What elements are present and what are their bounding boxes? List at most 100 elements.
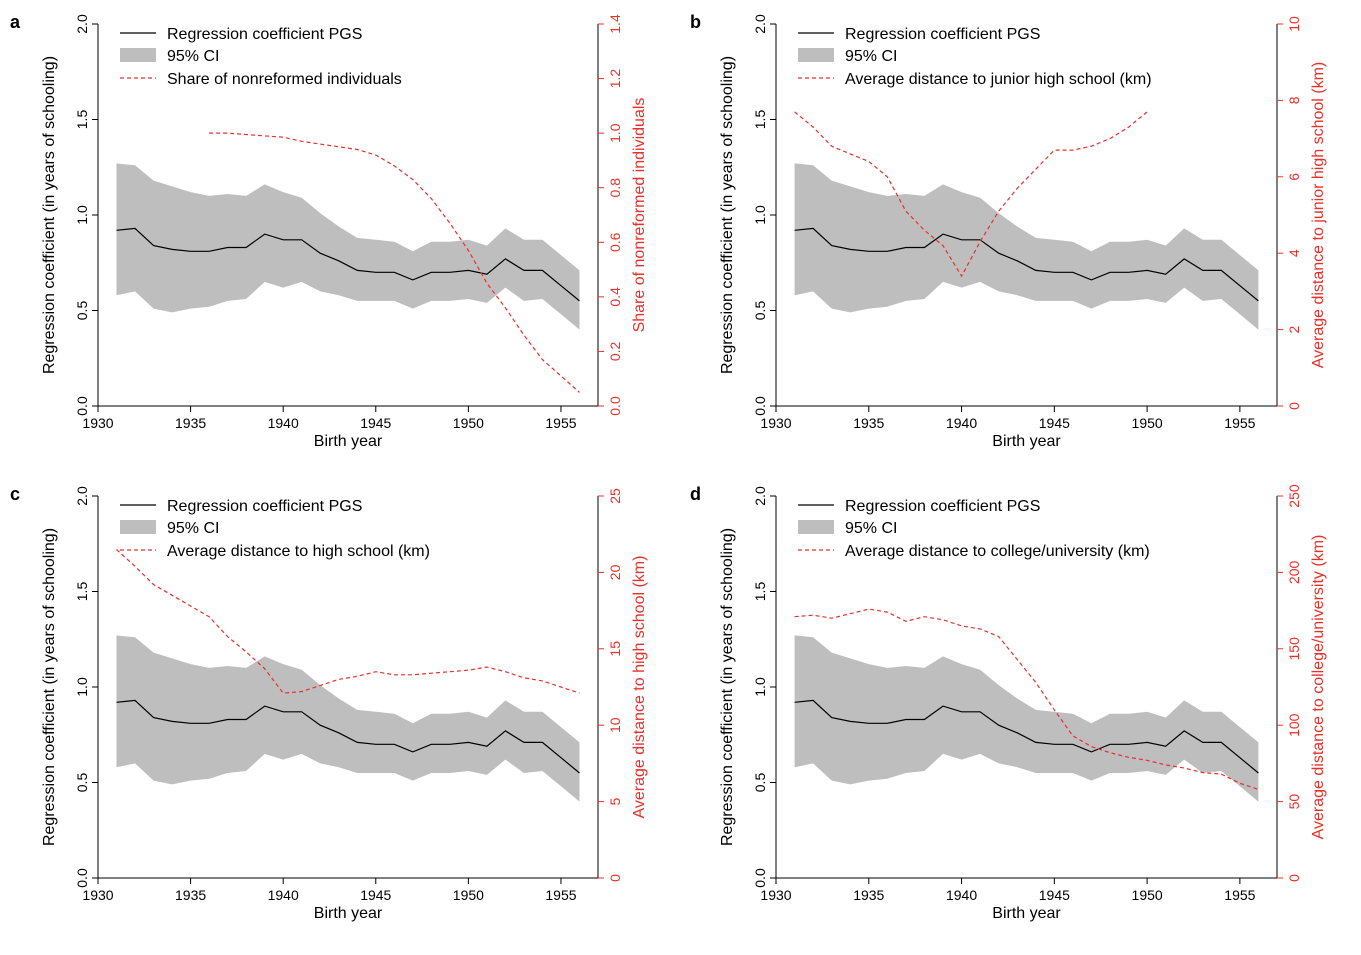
y-axis-title: Regression coefficient (in years of scho… — [719, 528, 736, 846]
y2-tick-label: 15 — [607, 641, 623, 657]
y-tick-label: 1.0 — [74, 205, 90, 225]
y2-tick-label: 0.2 — [607, 341, 623, 361]
x-tick-label: 1955 — [545, 887, 576, 903]
legend-swatch-band — [120, 520, 156, 534]
legend-entry: Share of nonreformed individuals — [167, 71, 402, 88]
legend: Regression coefficient PGS 95% CI Average … — [798, 498, 1150, 560]
y2-tick-label: 1.0 — [607, 123, 623, 143]
ci-band — [116, 163, 580, 330]
y2-tick-label: 6 — [1286, 173, 1302, 181]
y-tick-label: 1.0 — [74, 677, 90, 697]
secondary-dashed-line — [209, 132, 580, 393]
x-tick-label: 1945 — [1039, 887, 1070, 903]
x-tick-label: 1940 — [946, 887, 977, 903]
y-tick-label: 2.0 — [752, 14, 768, 34]
y2-tick-label: 200 — [1286, 561, 1302, 585]
x-tick-label: 1930 — [760, 415, 791, 431]
regression-line — [794, 699, 1259, 774]
y2-tick-label: 8 — [1286, 96, 1302, 104]
y-axis-title: Regression coefficient (in years of scho… — [719, 56, 736, 374]
y2-tick-label: 1.4 — [607, 14, 623, 34]
regression-line — [794, 227, 1259, 302]
x-tick-label: 1945 — [360, 887, 391, 903]
x-tick-label: 1955 — [1224, 415, 1255, 431]
x-tick-label: 1940 — [268, 887, 299, 903]
legend-entry: 95% CI — [167, 48, 219, 65]
x-tick-label: 1930 — [82, 887, 113, 903]
y-tick-label: 0.0 — [752, 868, 768, 888]
legend-entry: Average distance to junior high school (… — [845, 71, 1152, 88]
y-tick-label: 1.5 — [74, 582, 90, 602]
y-tick-label: 2.0 — [752, 486, 768, 506]
panel-label: c — [10, 484, 20, 504]
x-tick-label: 1950 — [1132, 415, 1163, 431]
y-tick-label: 0.5 — [752, 773, 768, 793]
x-axis-title: Birth year — [314, 905, 383, 922]
y2-tick-label: 150 — [1286, 637, 1302, 661]
ci-band — [116, 635, 580, 802]
y2-tick-label: 250 — [1286, 484, 1302, 508]
y2-tick-label: 0.4 — [607, 287, 623, 307]
x-tick-label: 1940 — [268, 415, 299, 431]
ci-band — [794, 635, 1259, 802]
x-axis-title: Birth year — [992, 433, 1061, 450]
legend-entry: 95% CI — [845, 48, 897, 65]
y-tick-label: 1.5 — [752, 110, 768, 130]
x-tick-label: 1955 — [1224, 887, 1255, 903]
panel-d: d 1930 1935 1940 1945 1950 1955 0.0 0.5 1.0 1.5 2.0… — [690, 484, 1327, 922]
x-tick-label: 1955 — [545, 415, 576, 431]
y2-tick-label: 20 — [607, 564, 623, 580]
y-tick-label: 0.0 — [74, 868, 90, 888]
panel-c: c 1930 1935 1940 1945 1950 1955 0.0 0.5 1.0 1.5 2.0… — [10, 484, 648, 922]
y2-axis-title: Average distance to college/university (… — [1310, 535, 1327, 840]
x-tick-label: 1945 — [360, 415, 391, 431]
secondary-dashed-line — [794, 111, 1148, 278]
y-tick-label: 0.0 — [752, 396, 768, 416]
y2-tick-label: 50 — [1286, 794, 1302, 810]
x-tick-label: 1950 — [1132, 887, 1163, 903]
x-tick-label: 1935 — [853, 887, 884, 903]
y-tick-label: 0.5 — [74, 773, 90, 793]
y2-tick-label: 0 — [1286, 402, 1302, 410]
legend: Regression coefficient PGS 95% CI Average … — [798, 26, 1152, 88]
legend-entry: Regression coefficient PGS — [845, 498, 1040, 515]
y2-tick-label: 2 — [1286, 325, 1302, 333]
legend-swatch-band — [798, 520, 834, 534]
legend-entry: 95% CI — [845, 520, 897, 537]
y2-tick-label: 0.8 — [607, 178, 623, 198]
y-tick-label: 2.0 — [74, 14, 90, 34]
secondary-dashed-line — [794, 608, 1259, 790]
y-tick-label: 0.5 — [74, 301, 90, 321]
y2-tick-label: 5 — [607, 797, 623, 805]
x-tick-label: 1930 — [82, 415, 113, 431]
panel-label: b — [690, 12, 701, 32]
legend-swatch-band — [798, 48, 834, 62]
y2-tick-label: 0.0 — [607, 396, 623, 416]
y2-tick-label: 1.2 — [607, 69, 623, 89]
y-tick-label: 1.0 — [752, 205, 768, 225]
x-tick-label: 1935 — [175, 887, 206, 903]
x-tick-label: 1935 — [853, 415, 884, 431]
x-axis-title: Birth year — [314, 433, 383, 450]
y-axis-title: Regression coefficient (in years of scho… — [41, 528, 58, 846]
legend-entry: 95% CI — [167, 520, 219, 537]
panel-label: a — [10, 12, 21, 32]
x-tick-label: 1945 — [1039, 415, 1070, 431]
panel-b: b 1930 1935 1940 1945 1950 1955 0.0 0.5 1.0 1.5 2.0… — [690, 12, 1327, 450]
x-tick-label: 1950 — [453, 887, 484, 903]
panel-a: a 1930 1935 1940 1945 1950 1955 0.0 0.5 1.0 1.5 2.0… — [10, 12, 648, 450]
regression-line — [116, 227, 580, 302]
legend-entry: Regression coefficient PGS — [167, 26, 362, 43]
y2-tick-label: 0.6 — [607, 232, 623, 252]
x-axis-title: Birth year — [992, 905, 1061, 922]
y-tick-label: 0.0 — [74, 396, 90, 416]
legend-entry: Average distance to high school (km) — [167, 543, 430, 560]
legend: Regression coefficient PGS 95% CI Average … — [120, 498, 430, 560]
y2-tick-label: 10 — [607, 717, 623, 733]
y2-tick-label: 0 — [1286, 874, 1302, 882]
x-tick-label: 1940 — [946, 415, 977, 431]
legend-entry: Average distance to college/university (… — [845, 543, 1150, 560]
ci-band — [794, 163, 1259, 330]
